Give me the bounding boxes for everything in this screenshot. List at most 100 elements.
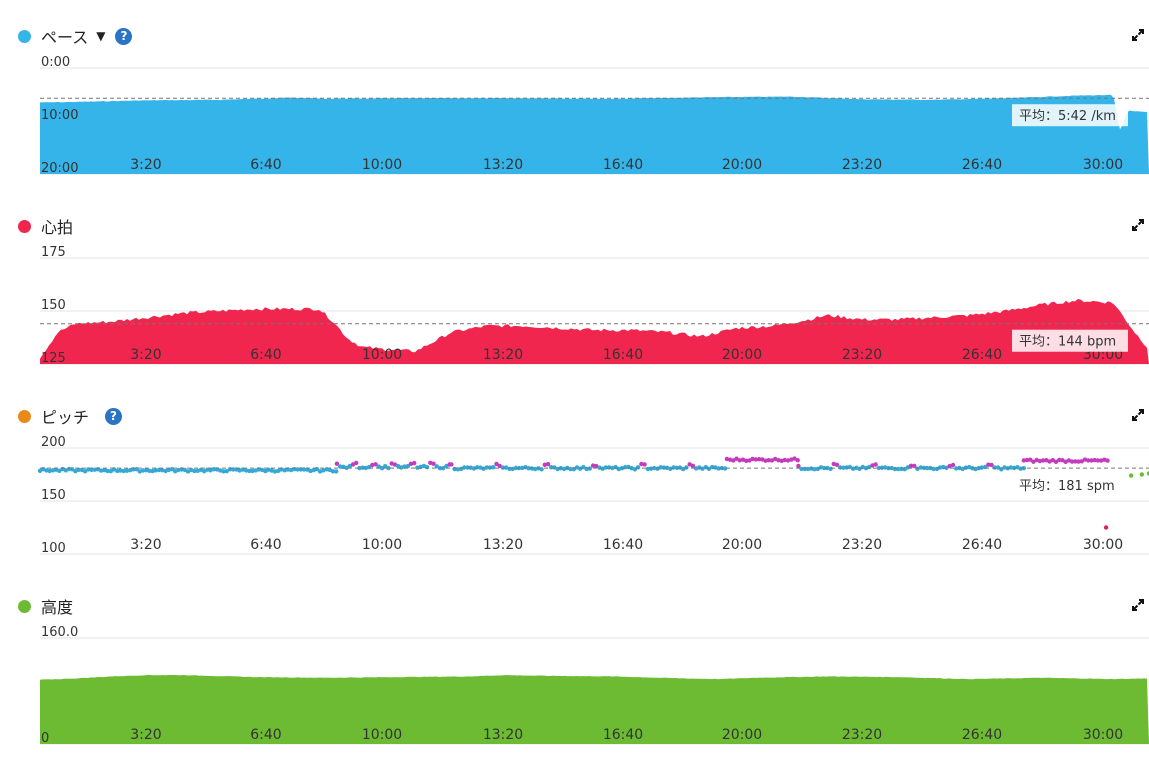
cadence-point [144, 468, 149, 473]
cadence-point [652, 465, 657, 471]
average-label: 平均：5:42 /km [1019, 109, 1116, 124]
x-tick-label: 13:20 [483, 157, 523, 173]
cadence-point [357, 465, 362, 471]
dropdown-caret-icon[interactable]: ▼ [96, 29, 106, 43]
x-tick-label: 6:40 [250, 157, 281, 173]
cadence-point [424, 465, 430, 470]
x-tick-label: 13:20 [483, 727, 523, 743]
cadence-point [82, 469, 88, 474]
x-tick-label: 26:40 [962, 727, 1002, 743]
average-label: 平均：144 bpm [1019, 335, 1116, 350]
cadence-point [434, 464, 439, 469]
cadence-point [491, 465, 496, 470]
x-tick-label: 6:40 [250, 347, 281, 363]
cadence-point [370, 462, 375, 468]
cadence-point [520, 465, 525, 471]
help-icon[interactable]: ? [115, 27, 133, 45]
y-tick-label: 200 [41, 435, 66, 450]
cadence-point [954, 466, 959, 471]
cadence-point [795, 458, 800, 463]
cadence-point [441, 466, 446, 471]
x-tick-label: 3:20 [130, 347, 161, 363]
cadence-point [337, 464, 343, 469]
expand-icon[interactable] [1131, 28, 1145, 42]
cadence-point [753, 457, 758, 462]
cadence-point [700, 466, 705, 471]
y-tick-label: 0 [41, 731, 49, 746]
cadence-point [642, 462, 647, 467]
elevation-panel: 高度 160.0 0 3:20 6:40 10:00 13:20 16:40 20:00 23:… [0, 594, 1149, 750]
cadence-point [140, 468, 146, 473]
x-tick-label: 23:20 [842, 347, 882, 363]
cadence-point [690, 463, 696, 468]
cadence-point [44, 468, 49, 473]
y-tick-label: 100 [41, 541, 66, 556]
cadence-point [513, 465, 518, 471]
x-tick-label: 10:00 [362, 727, 402, 743]
cadence-point [118, 468, 123, 473]
cadence-point [766, 458, 771, 463]
y-tick-label: 150 [41, 488, 66, 503]
cadence-point [503, 465, 509, 470]
y-tick-label: 150 [41, 298, 66, 313]
x-tick-label: 30:00 [1083, 157, 1123, 173]
cadence-title: ピッチ [41, 408, 90, 427]
cadence-point [176, 467, 181, 473]
cadence-point [386, 465, 391, 471]
elevation-title-row: 高度 [18, 594, 73, 618]
x-tick-label: 26:40 [962, 157, 1002, 173]
x-tick-label: 16:40 [603, 727, 643, 743]
elevation-chart: 160.0 0 3:20 6:40 10:00 13:20 16:40 20:00 23:20 2… [40, 625, 1149, 746]
cadence-point [330, 469, 336, 474]
cadence-point [731, 458, 736, 463]
cadence-outlier-point [1103, 525, 1109, 530]
cadence-point [494, 461, 499, 467]
x-tick-label: 26:40 [962, 347, 1002, 363]
cadence-point [192, 468, 197, 474]
cadence-point [756, 457, 762, 462]
cadence-point [334, 469, 339, 474]
cadence-point [1086, 458, 1091, 463]
pace-area-series [40, 94, 1149, 174]
x-tick-label: 3:20 [130, 537, 161, 553]
heart-rate-title-row: 心拍 [18, 214, 73, 238]
x-tick-label: 16:40 [603, 537, 643, 553]
cadence-chart: 200 150 100 3:20 6:40 10:00 13:20 16:40 20:00 23:… [37, 435, 1149, 556]
cadence-point [918, 465, 923, 470]
cadence-point [950, 462, 956, 468]
x-tick-label: 20:00 [722, 537, 762, 553]
cadence-point [354, 460, 359, 466]
x-tick-label: 30:00 [1083, 537, 1123, 553]
y-tick-label: 20:00 [41, 161, 78, 176]
cadence-point [639, 461, 644, 467]
cadence-point [1128, 473, 1134, 478]
cadence-point [431, 461, 436, 466]
cadence-point [925, 465, 930, 471]
help-icon[interactable]: ? [105, 407, 123, 425]
cadence-point [1146, 471, 1149, 476]
x-tick-label: 16:40 [603, 157, 643, 173]
cadence-point [850, 466, 856, 471]
cadence-point [841, 465, 846, 470]
cadence-point [105, 468, 110, 474]
expand-icon[interactable] [1131, 598, 1145, 612]
cadence-point [873, 462, 878, 467]
cadence-point [1089, 458, 1094, 463]
cadence-point [986, 462, 991, 467]
cadence-point [769, 458, 775, 463]
expand-icon[interactable] [1131, 218, 1145, 232]
cadence-point [272, 469, 278, 474]
cadence-point [785, 458, 791, 463]
cadence-point [153, 468, 159, 473]
x-tick-label: 10:00 [362, 157, 402, 173]
cadence-point [645, 466, 650, 472]
average-label-box [1012, 104, 1128, 127]
expand-icon[interactable] [1131, 408, 1145, 422]
elevation-dot-icon [18, 599, 31, 613]
cadence-point [722, 466, 728, 471]
cadence-point [834, 462, 840, 467]
x-tick-label: 26:40 [962, 537, 1002, 553]
cadence-panel: ピッチ ? 200 150 100 3:20 6:40 10:00 13:20 16:40 20… [0, 404, 1149, 560]
cadence-point [1047, 459, 1052, 464]
cadence-point [108, 469, 114, 474]
